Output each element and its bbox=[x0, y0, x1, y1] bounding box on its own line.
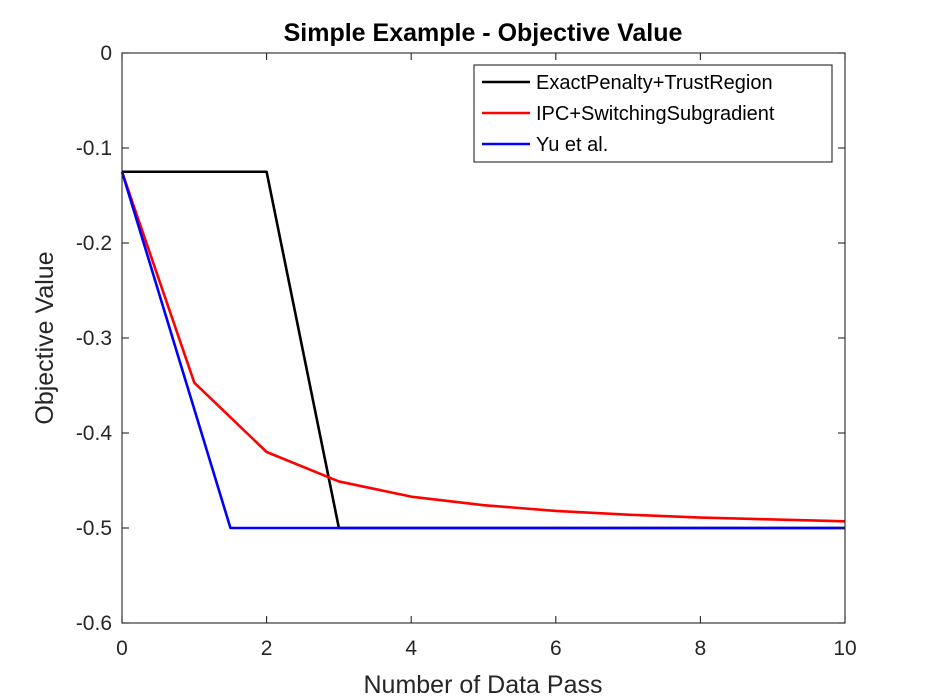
series-line-2 bbox=[120, 171, 846, 523]
x-tick-label: 0 bbox=[116, 637, 128, 660]
y-axis-title: Objective Value bbox=[31, 251, 59, 424]
legend-label-3: Yu et al. bbox=[536, 134, 608, 156]
legend-box bbox=[473, 64, 833, 163]
y-tick-label: -0.3 bbox=[76, 327, 112, 350]
y-tick-label: -0.2 bbox=[76, 232, 112, 255]
y-tick-label: 0 bbox=[100, 42, 112, 65]
legend-label-2: IPC+SwitchingSubgradient bbox=[536, 103, 775, 125]
axes-layer: 0 2 4 6 8 10 0 -0.1 -0.2 -0.3 -0.4 -0.5 -0.6 bbox=[76, 42, 857, 660]
chart-title: Simple Example - Objective Value bbox=[284, 19, 683, 47]
series-layer bbox=[120, 170, 846, 530]
x-tick-label: 4 bbox=[405, 637, 417, 660]
legend-label-1: ExactPenalty+TrustRegion bbox=[536, 72, 773, 94]
legend: ExactPenalty+TrustRegion IPC+SwitchingSub… bbox=[473, 64, 833, 163]
y-tick-label: -0.6 bbox=[76, 612, 112, 635]
y-tick-label: -0.4 bbox=[76, 422, 113, 445]
y-tick-label: -0.5 bbox=[76, 517, 112, 540]
series-line-3 bbox=[120, 171, 845, 530]
x-tick-label: 10 bbox=[833, 637, 856, 660]
x-tick-label: 6 bbox=[550, 637, 562, 660]
x-axis-title: Number of Data Pass bbox=[364, 671, 603, 699]
x-tick-label: 8 bbox=[695, 637, 707, 660]
y-tick-label: -0.1 bbox=[76, 137, 112, 160]
x-tick-label: 2 bbox=[261, 637, 273, 660]
